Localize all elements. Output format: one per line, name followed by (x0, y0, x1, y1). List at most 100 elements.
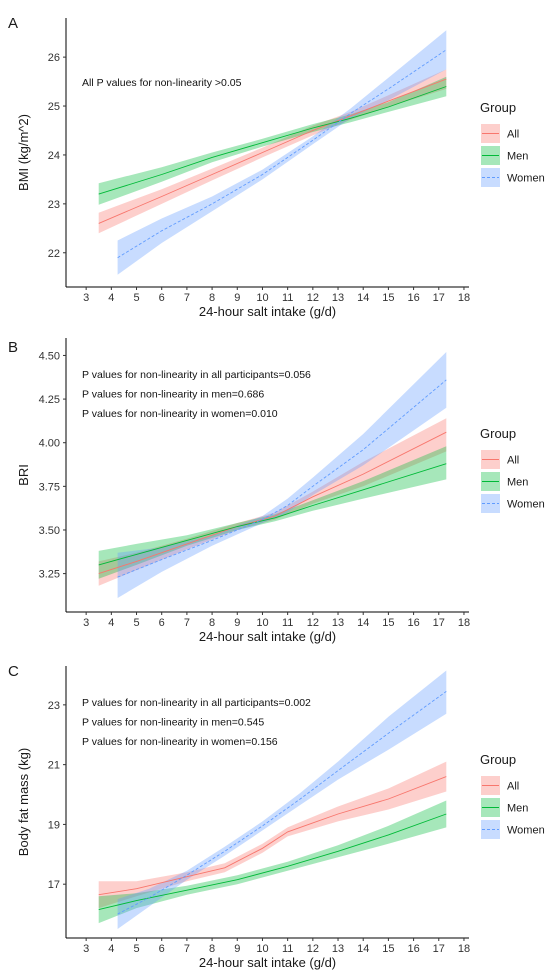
legend-label-men: Men (507, 803, 528, 815)
x-tick-label: 18 (458, 943, 470, 955)
annotation-text: P values for non-linearity in men=0.686 (82, 389, 264, 401)
legend-key-women (481, 820, 500, 839)
x-tick-label: 17 (433, 617, 445, 629)
x-tick-label: 3 (83, 617, 89, 629)
x-tick-label: 16 (407, 943, 419, 955)
legend: Group All Men Women (480, 426, 545, 513)
x-tick-label: 10 (256, 617, 268, 629)
y-tick-label: 23 (48, 199, 60, 211)
x-tick-label: 5 (133, 617, 139, 629)
x-tick-label: 6 (159, 617, 165, 629)
legend-label-women: Women (507, 825, 545, 837)
x-tick-label: 5 (133, 292, 139, 304)
x-tick-label: 10 (256, 943, 268, 955)
x-tick-label: 13 (332, 292, 344, 304)
x-tick-label: 13 (332, 943, 344, 955)
y-tick-label: 24 (48, 150, 60, 162)
ci-band-all (98, 761, 447, 909)
series-line-all (98, 776, 447, 896)
legend-key-women (481, 494, 500, 513)
annotation-text: P values for non-linearity in all partic… (82, 697, 311, 709)
chart-panel-C: C 3 4 5 6 7 8 9 10 11 12 13 14 15 16 17 18 17 19 21 23 24-hou… (8, 663, 545, 970)
y-tick-label: 3.50 (39, 525, 60, 537)
ci-band-women (117, 30, 447, 275)
legend-title: Group (480, 752, 516, 767)
x-tick-label: 8 (209, 943, 215, 955)
y-tick-label: 4.00 (39, 438, 60, 450)
y-tick-label: 22 (48, 248, 60, 260)
y-tick-label: 21 (48, 760, 60, 772)
ci-band-men (98, 800, 447, 924)
x-tick-label: 3 (83, 943, 89, 955)
legend-title: Group (480, 100, 516, 115)
panel-label: C (8, 663, 19, 680)
y-axis-title: Body fat mass (kg) (16, 748, 31, 856)
chart-panel-A: A 3 4 5 6 7 8 9 10 11 12 13 14 15 16 17 18 22 23 24 25 26 24-h… (8, 15, 545, 319)
y-tick-label: 4.25 (39, 394, 60, 406)
x-tick-label: 8 (209, 292, 215, 304)
y-axis-title: BMI (kg/m^2) (16, 114, 31, 191)
x-tick-label: 7 (184, 943, 190, 955)
x-tick-label: 15 (382, 617, 394, 629)
legend-label-women: Women (507, 173, 545, 185)
x-tick-label: 6 (159, 943, 165, 955)
ci-band-women (117, 670, 447, 929)
legend-label-women: Women (507, 499, 545, 511)
series-line-all (98, 78, 447, 224)
legend-label-all: All (507, 781, 519, 793)
x-tick-label: 17 (433, 292, 445, 304)
x-tick-label: 14 (357, 943, 369, 955)
panel-label: B (8, 339, 18, 356)
chart-panel-B: B 3 4 5 6 7 8 9 10 11 12 13 14 15 16 17 18 3.25 3.50 3.75 4.… (8, 338, 545, 644)
ci-band-all (98, 69, 447, 234)
legend-label-all: All (507, 129, 519, 141)
x-tick-label: 11 (282, 943, 293, 955)
y-tick-label: 3.25 (39, 569, 60, 581)
x-tick-label: 12 (307, 617, 319, 629)
x-tick-label: 9 (234, 617, 240, 629)
x-tick-label: 7 (184, 617, 190, 629)
x-tick-label: 4 (108, 943, 114, 955)
x-tick-label: 14 (357, 617, 369, 629)
legend-label-all: All (507, 455, 519, 467)
x-tick-label: 11 (282, 617, 293, 629)
x-tick-label: 13 (332, 617, 344, 629)
series-line-men (98, 86, 447, 195)
series-line-women (117, 379, 447, 578)
legend: Group All Men Women (480, 100, 545, 187)
x-tick-label: 9 (234, 292, 240, 304)
legend-title: Group (480, 426, 516, 441)
y-tick-label: 23 (48, 700, 60, 712)
legend-label-men: Men (507, 477, 528, 489)
annotation-text: P values for non-linearity in women=0.15… (82, 736, 278, 748)
x-tick-label: 4 (108, 292, 114, 304)
legend: Group All Men Women (480, 752, 545, 839)
x-tick-label: 7 (184, 292, 190, 304)
y-axis-title: BRI (16, 464, 31, 486)
x-tick-label: 18 (458, 292, 470, 304)
x-tick-label: 8 (209, 617, 215, 629)
ci-band-women (117, 352, 447, 598)
series-line-men (98, 463, 447, 566)
x-tick-label: 14 (357, 292, 369, 304)
x-axis-title: 24-hour salt intake (g/d) (199, 955, 336, 970)
ci-band-men (98, 446, 447, 579)
x-tick-label: 5 (133, 943, 139, 955)
y-tick-label: 19 (48, 819, 60, 831)
y-tick-label: 25 (48, 101, 60, 113)
x-tick-label: 15 (382, 292, 394, 304)
x-tick-label: 18 (458, 617, 470, 629)
y-tick-label: 3.75 (39, 481, 60, 493)
x-tick-label: 10 (256, 292, 268, 304)
series-line-men (98, 813, 447, 911)
y-tick-label: 17 (48, 879, 60, 891)
panel-label: A (8, 15, 18, 32)
y-tick-label: 4.50 (39, 350, 60, 362)
legend-key-women (481, 168, 500, 187)
x-axis-title: 24-hour salt intake (g/d) (199, 304, 336, 319)
x-tick-label: 16 (407, 617, 419, 629)
x-tick-label: 16 (407, 292, 419, 304)
x-tick-label: 4 (108, 617, 114, 629)
x-tick-label: 6 (159, 292, 165, 304)
